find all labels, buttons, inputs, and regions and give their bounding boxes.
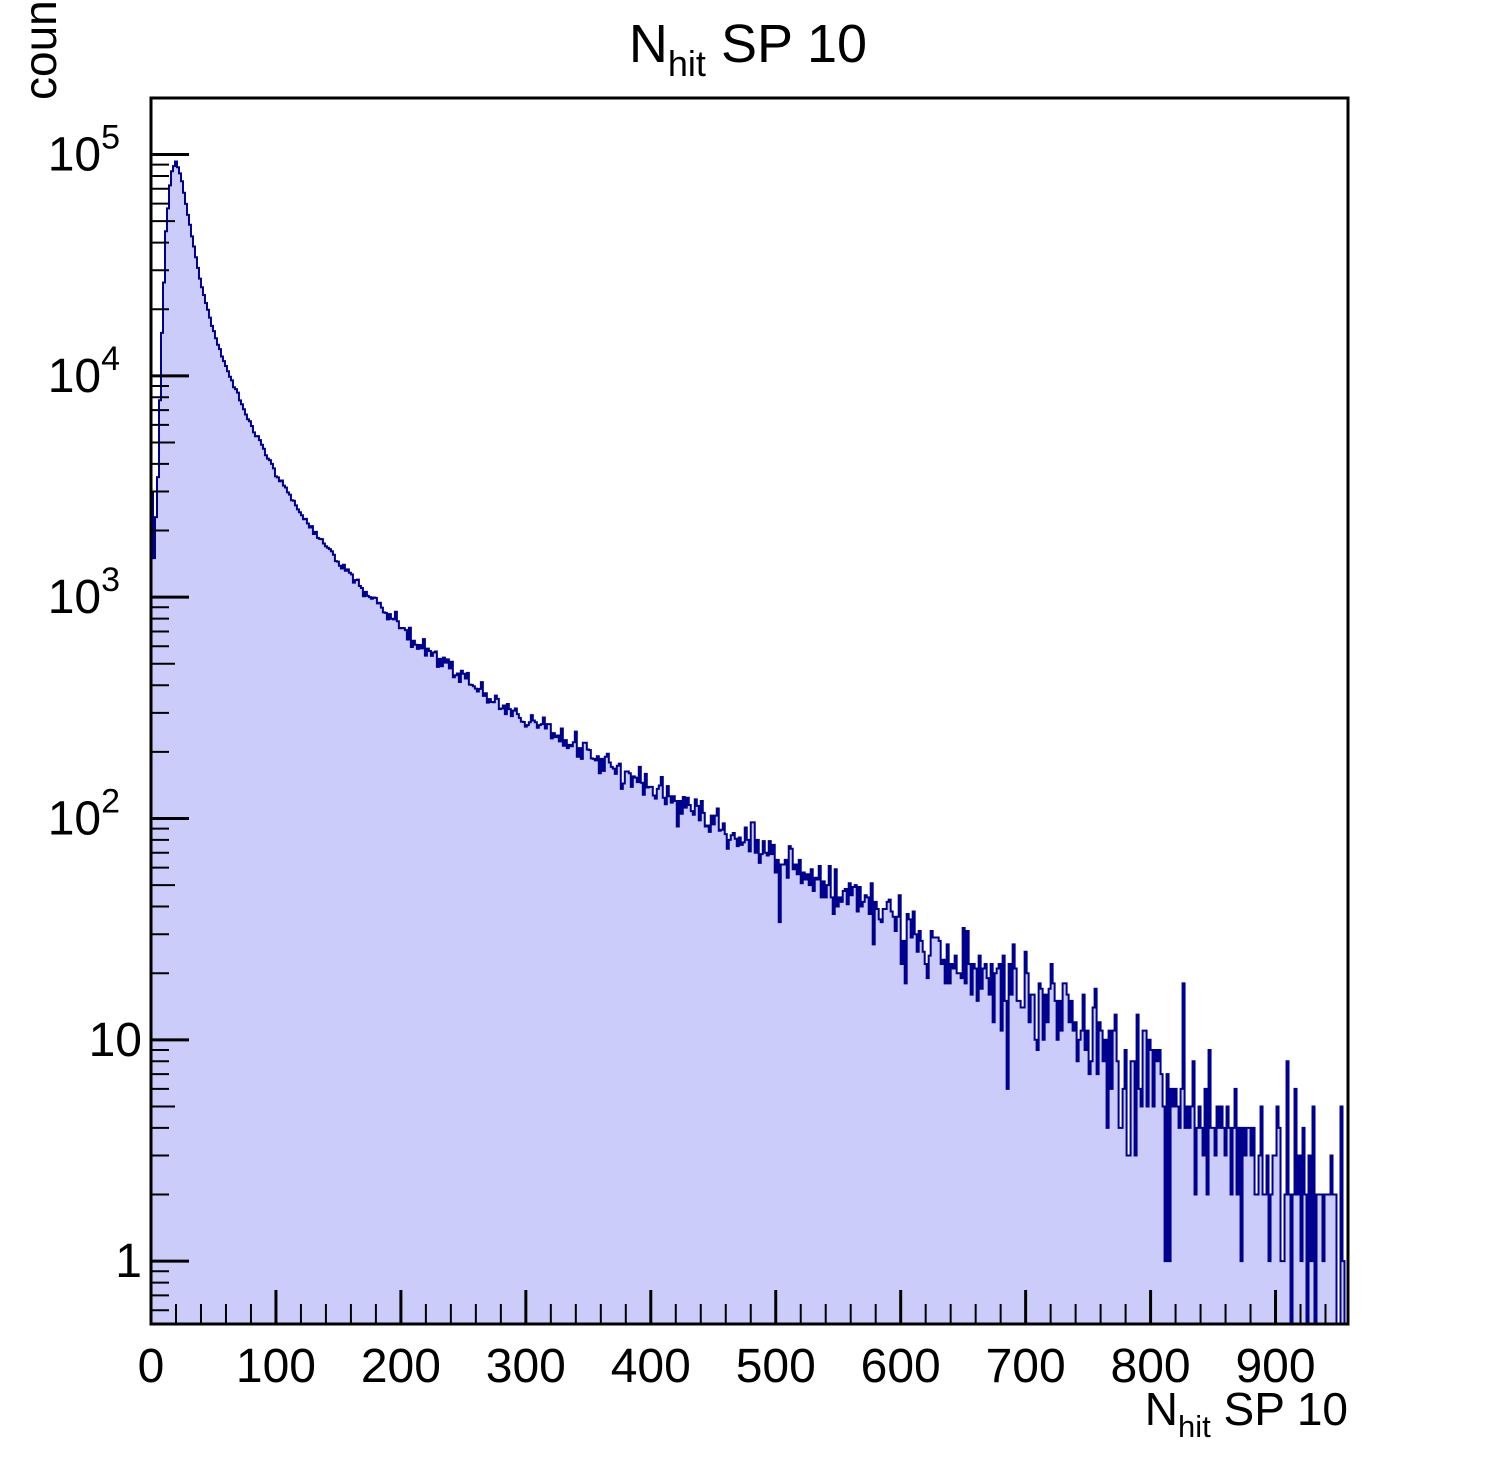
y-tick-label: 102 <box>48 782 120 845</box>
histogram-step-line <box>151 160 1347 1325</box>
histogram-fill-area <box>151 161 1348 1325</box>
x-axis-tick-labels: 0 100 200 300 400 500 600 700 800 900 <box>138 1340 1316 1393</box>
plot-title-subscript: hit <box>668 43 706 84</box>
x-tick-label: 800 <box>1111 1340 1191 1393</box>
plot-title-rest: SP 10 <box>706 14 867 74</box>
x-tick-label: 500 <box>736 1340 816 1393</box>
x-tick-label: 0 <box>138 1340 165 1393</box>
histogram-area <box>151 161 1348 1325</box>
frame-rect <box>149 96 1350 1326</box>
y-tick-label: 1 <box>115 1235 142 1288</box>
x-tick-label: 100 <box>236 1340 316 1393</box>
x-tick-label: 900 <box>1235 1340 1315 1393</box>
x-tick-label: 300 <box>486 1340 566 1393</box>
y-tick-label: 10 <box>89 1014 142 1067</box>
y-tick-label: 105 <box>48 118 120 181</box>
y-axis-title: count <box>14 0 66 100</box>
plot-frame <box>149 96 1350 1326</box>
y-axis-tick-labels: 1 10 102 103 104 105 <box>48 118 142 1288</box>
x-axis-title-subscript: hit <box>1178 1409 1211 1444</box>
x-axis-title-rest: SP 10 <box>1211 1383 1348 1435</box>
plot-title-main: N <box>629 14 668 74</box>
y-tick-label: 103 <box>48 561 120 624</box>
x-tick-label: 700 <box>986 1340 1066 1393</box>
histogram-outline <box>151 160 1347 1325</box>
x-axis-ticks <box>149 1290 1327 1324</box>
x-tick-label: 400 <box>611 1340 691 1393</box>
plot-title: Nhit SP 10 <box>629 14 867 84</box>
x-tick-label: 600 <box>861 1340 941 1393</box>
y-axis-ticks <box>151 152 189 1312</box>
x-axis-title-main: N <box>1145 1383 1178 1435</box>
x-tick-label: 200 <box>361 1340 441 1393</box>
x-axis-title: Nhit SP 10 <box>1145 1383 1348 1444</box>
y-tick-label: 104 <box>48 340 120 403</box>
